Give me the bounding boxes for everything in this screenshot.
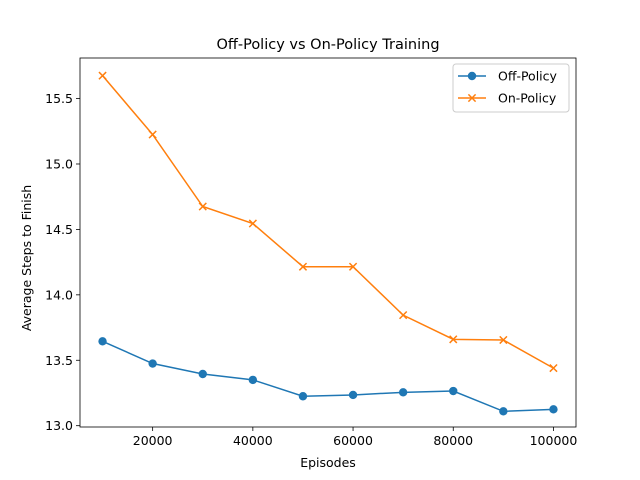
plot-area xyxy=(79,57,577,428)
on-policy-data-point xyxy=(198,202,207,211)
on-policy-data-point xyxy=(248,219,257,228)
on-policy-series-line xyxy=(101,75,554,369)
y-tick-label: 13.0 xyxy=(45,418,73,433)
on-policy-data-point xyxy=(499,335,508,345)
axis-ticks: 20000 40000 60000 80000 100000 13.0 13.5 14.0 14… xyxy=(45,91,577,448)
on-policy-data-point xyxy=(98,71,107,80)
x-tick-label: 100000 xyxy=(530,433,578,448)
legend: Off-Policy On-Policy xyxy=(452,63,570,113)
on-policy-data-point xyxy=(399,310,408,320)
off-policy-data-point xyxy=(148,359,157,368)
off-policy-series-line xyxy=(102,340,554,413)
y-tick-label: 13.5 xyxy=(45,353,73,368)
off-policy-data-point xyxy=(348,390,358,400)
x-tick-label: 40000 xyxy=(233,433,273,448)
x-axis-label: Episodes xyxy=(300,455,356,470)
off-policy-data-point xyxy=(449,386,458,396)
y-tick-label: 14.0 xyxy=(45,287,73,302)
y-tick-label: 15.0 xyxy=(45,156,73,171)
x-tick-label: 60000 xyxy=(333,433,373,448)
off-policy-data-point xyxy=(98,337,107,346)
x-tick-label: 80000 xyxy=(433,433,473,448)
y-tick-label: 15.5 xyxy=(45,91,73,106)
on-policy-data-point xyxy=(298,262,308,271)
off-policy-data-point xyxy=(198,369,207,379)
off-policy-data-point xyxy=(549,405,558,414)
off-policy-data-point xyxy=(298,392,308,401)
on-policy-data-point xyxy=(549,363,558,373)
on-policy-legend-marker xyxy=(467,93,477,103)
off-policy-legend-label: Off-Policy xyxy=(498,69,558,84)
off-policy-data-point xyxy=(499,407,508,416)
x-tick-label: 20000 xyxy=(133,433,173,448)
chart-title: Off-Policy vs On-Policy Training xyxy=(216,37,439,53)
off-policy-data-point xyxy=(248,375,258,385)
off-policy-legend-marker xyxy=(467,71,477,81)
y-axis-label: Average Steps to Finish xyxy=(19,185,34,331)
on-policy-data-point xyxy=(348,262,358,271)
axes-frame xyxy=(79,57,577,428)
off-policy-data-point xyxy=(398,388,408,397)
on-policy-data-point xyxy=(449,335,458,344)
on-policy-data-point xyxy=(148,130,157,139)
y-tick-label: 14.5 xyxy=(45,222,73,237)
on-policy-legend-label: On-Policy xyxy=(498,91,557,106)
